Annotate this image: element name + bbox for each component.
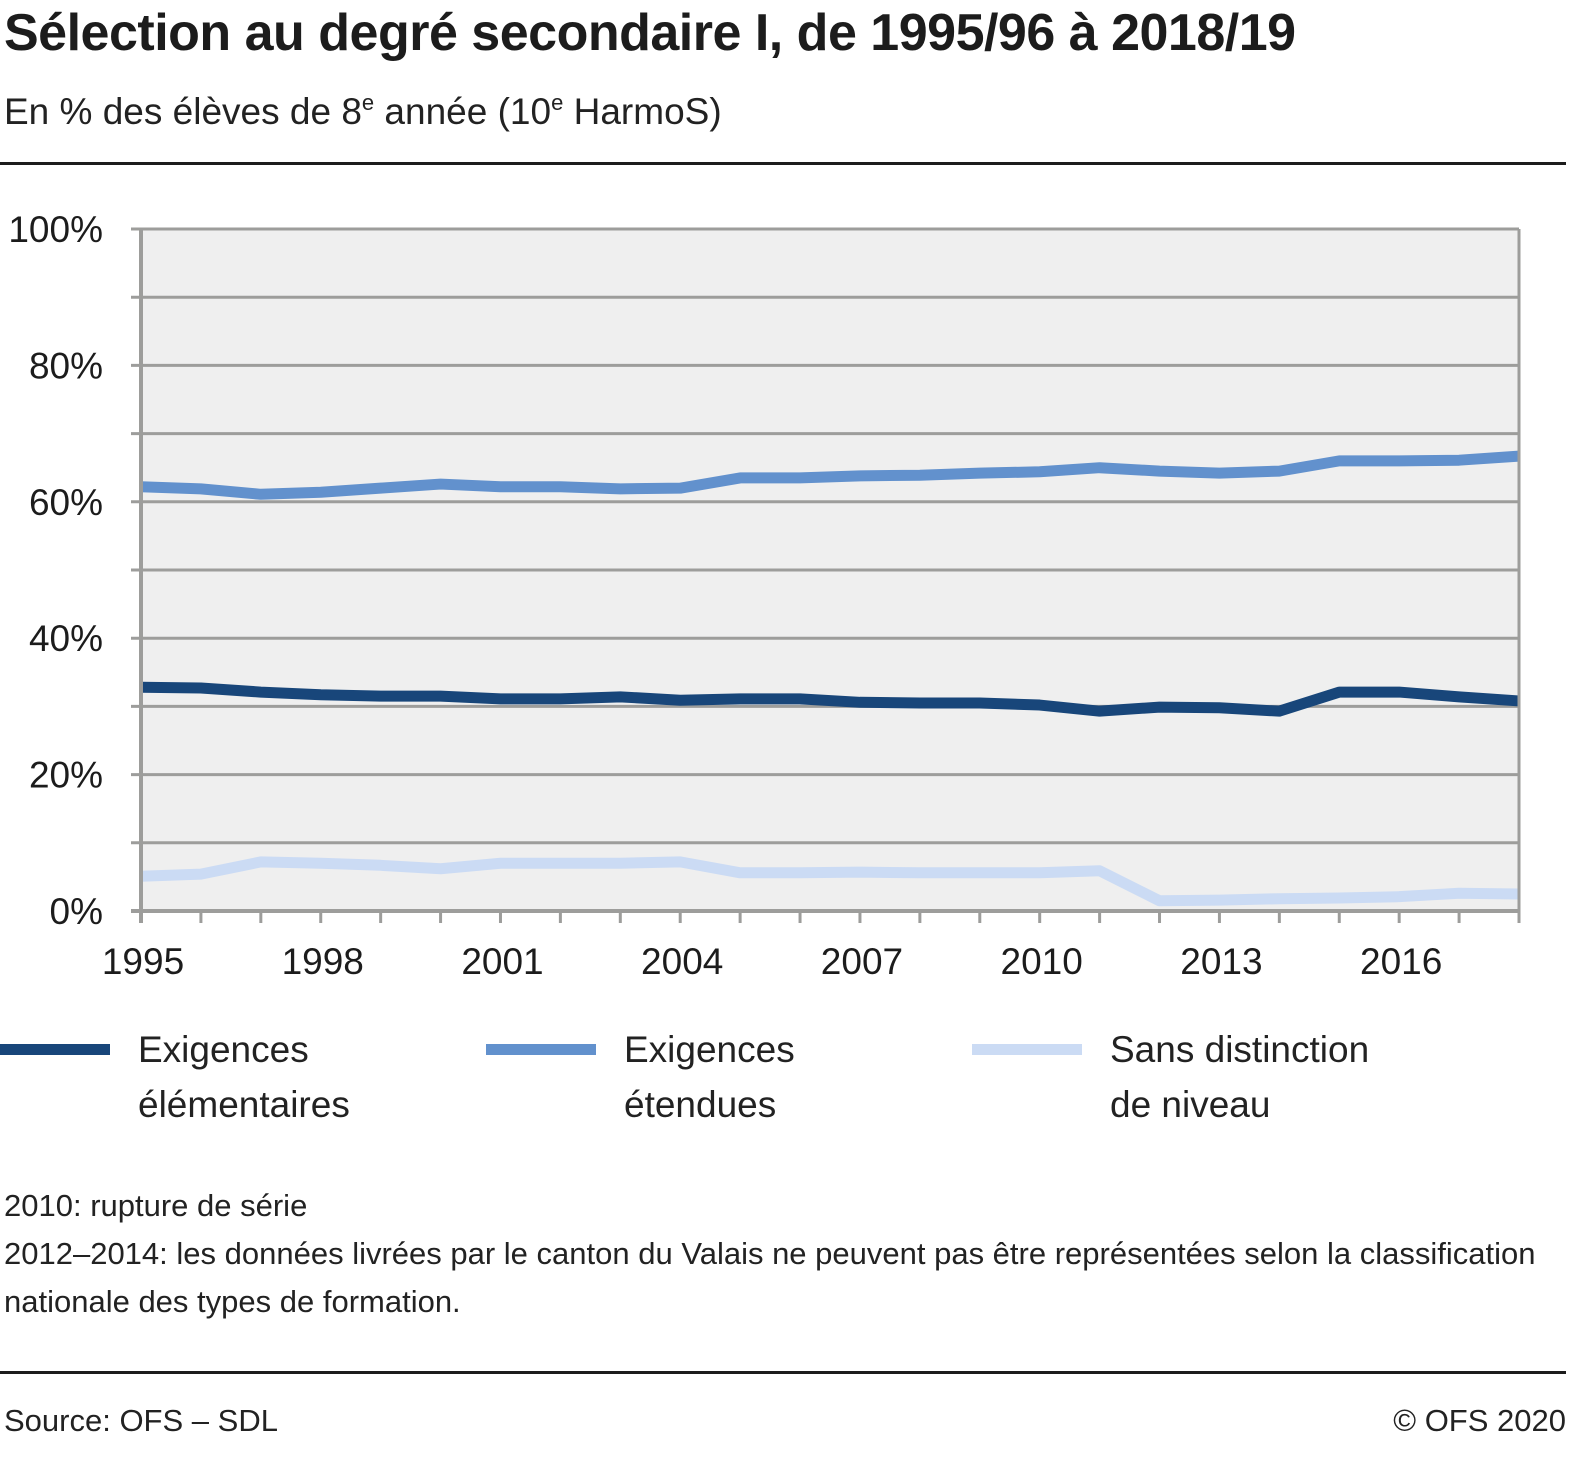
chart-legend: Exigences élémentaires Exigences étendues … (0, 1028, 1566, 1138)
header-divider (0, 162, 1566, 165)
series-lines (140, 450, 1520, 907)
x-tick-label: 2004 (641, 941, 723, 982)
chart-title: Sélection au degré secondaire I, de 1995… (4, 4, 1296, 62)
legend-swatch (0, 1044, 110, 1055)
subtitle-text: HarmoS) (563, 91, 722, 132)
legend-label: Sans distinction de niveau (1110, 1029, 1370, 1125)
gridlines (131, 227, 1519, 913)
x-tick-label: 2013 (1180, 941, 1262, 982)
line-chart: 0% 20% 40% 60% 80% 100% 1995 1998 2001 2004 2007 2… (8, 209, 1521, 982)
legend-swatch (486, 1044, 596, 1055)
y-tick-label: 40% (29, 618, 103, 659)
chart-subtitle: En % des élèves de 8e année (10e HarmoS) (4, 88, 722, 136)
subtitle-superscript: e (361, 90, 375, 115)
y-tick-label: 20% (29, 755, 103, 796)
x-tick-label: 2007 (821, 941, 903, 982)
x-tick-label: 1995 (102, 941, 184, 982)
y-tick-label: 60% (29, 482, 103, 523)
y-tick-label: 100% (8, 209, 103, 250)
x-tick-label: 2001 (461, 941, 543, 982)
subtitle-text: année (10 (374, 91, 552, 132)
y-tick-label: 0% (50, 891, 103, 932)
x-tick-label: 2010 (1001, 941, 1083, 982)
y-axis-labels: 0% 20% 40% 60% 80% 100% (8, 209, 103, 932)
source-note: Source: OFS – SDL (4, 1403, 278, 1438)
axes (131, 229, 1521, 923)
footnote: 2010: rupture de série (4, 1188, 308, 1223)
y-tick-label: 80% (29, 345, 103, 386)
copyright-note: © OFS 2020 (1393, 1403, 1566, 1438)
x-tick-label: 2016 (1360, 941, 1442, 982)
footer-divider (0, 1371, 1566, 1374)
series-line-2 (140, 450, 1520, 500)
series-line-1 (140, 681, 1520, 717)
subtitle-superscript: e (551, 90, 564, 115)
legend-label: Exigences étendues (624, 1029, 795, 1125)
footnote: 2012–2014: les données livrées par le ca… (4, 1236, 1536, 1319)
series-line-3 (140, 856, 1520, 907)
footnotes: 2010: rupture de série 2012–2014: les do… (4, 1182, 1564, 1326)
x-axis-labels: 1995 1998 2001 2004 2007 2010 2013 2016 (102, 941, 1442, 982)
x-tick-label: 1998 (282, 941, 364, 982)
subtitle-text: En % des élèves de 8 (4, 91, 362, 132)
legend-label: Exigences élémentaires (138, 1029, 350, 1125)
legend-swatch (972, 1044, 1082, 1055)
